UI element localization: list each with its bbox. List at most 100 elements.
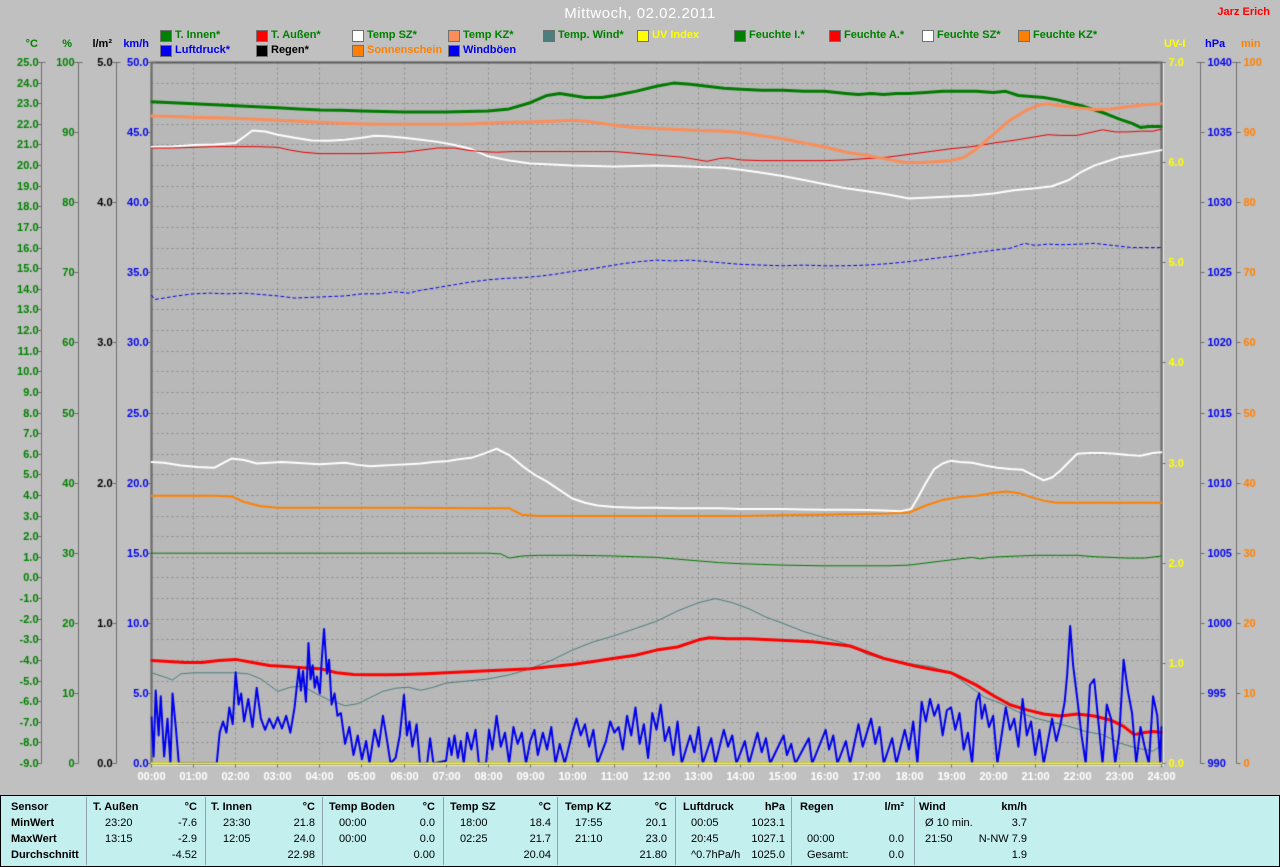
- axis-header-pct: %: [62, 38, 72, 50]
- table-cell: T. Innen: [211, 801, 252, 813]
- table-column-separator: [322, 797, 323, 865]
- axis-header-kmh: km/h: [123, 38, 149, 50]
- table-cell: Temp Boden: [329, 801, 395, 813]
- table-cell: 1.9: [1011, 849, 1027, 861]
- table-cell: Regen: [800, 801, 834, 813]
- legend-swatch-icon: [1018, 30, 1030, 42]
- table-cell: Wind: [919, 801, 946, 813]
- watermark-text: Jarz Erich: [1217, 6, 1270, 18]
- table-cell: 23:30: [223, 817, 251, 829]
- table-cell: 13:15: [105, 833, 133, 845]
- table-cell: 18.4: [529, 817, 551, 829]
- table-cell: 1027.1: [751, 833, 785, 845]
- legend-label: T. Außen*: [271, 29, 321, 41]
- legend-swatch-icon: [448, 45, 460, 57]
- legend-label: Luftdruck*: [175, 44, 230, 56]
- table-cell: 0.0: [419, 833, 435, 845]
- table-cell: 20:45: [691, 833, 719, 845]
- table-cell: Temp SZ: [450, 801, 496, 813]
- legend-label: Regen*: [271, 44, 309, 56]
- table-column-separator: [675, 797, 676, 865]
- legend-label: Temp SZ*: [367, 29, 417, 41]
- table-cell: 00:00: [339, 817, 367, 829]
- table-cell: 18:00: [460, 817, 488, 829]
- table-cell: 02:25: [460, 833, 488, 845]
- table-cell: Sensor: [11, 801, 49, 813]
- table-column-separator: [557, 797, 558, 865]
- table-cell: l/m²: [884, 801, 904, 813]
- table-cell: 0.0: [888, 833, 904, 845]
- legend-label: Temp. Wind*: [558, 29, 624, 41]
- legend-label: UV Index: [652, 29, 700, 41]
- axis-header-lm2: l/m²: [92, 38, 112, 50]
- table-cell: km/h: [1001, 801, 1027, 813]
- table-cell: Gesamt:: [807, 849, 849, 861]
- table-cell: 24.0: [293, 833, 315, 845]
- table-cell: -4.52: [171, 849, 197, 861]
- legend-swatch-icon: [922, 30, 934, 42]
- legend-label: Feuchte A.*: [844, 29, 905, 41]
- legend-swatch-icon: [256, 45, 268, 57]
- table-cell: 20.04: [523, 849, 551, 861]
- table-cell: 23.0: [645, 833, 667, 845]
- legend-label: Windböen: [463, 44, 517, 56]
- axis-header-min: min: [1241, 38, 1261, 50]
- legend-swatch-icon: [829, 30, 841, 42]
- legend-label: Feuchte SZ*: [937, 29, 1001, 41]
- table-column-separator: [914, 797, 915, 865]
- legend-swatch-icon: [256, 30, 268, 42]
- table-cell: N-NW 7.9: [978, 833, 1027, 845]
- weather-chart-canvas: [0, 0, 1280, 795]
- table-cell: 22.98: [287, 849, 315, 861]
- table-cell: °C: [184, 801, 197, 813]
- legend-label: Feuchte I.*: [749, 29, 805, 41]
- table-cell: 23:20: [105, 817, 133, 829]
- table-cell: 3.7: [1011, 817, 1027, 829]
- legend-label: Sonnenschein: [367, 44, 443, 56]
- table-cell: 00:05: [691, 817, 719, 829]
- table-column-separator: [791, 797, 792, 865]
- table-cell: 0.0: [888, 849, 904, 861]
- page-title: Mittwoch, 02.02.2011: [564, 5, 716, 22]
- table-cell: 21:50: [925, 833, 953, 845]
- table-column-separator: [86, 797, 87, 865]
- table-cell: MinWert: [11, 817, 55, 829]
- table-cell: 00:00: [339, 833, 367, 845]
- axis-header-uv: UV-I: [1164, 38, 1186, 50]
- table-cell: 1023.1: [751, 817, 785, 829]
- legend-label: T. Innen*: [175, 29, 221, 41]
- table-cell: 21:10: [575, 833, 603, 845]
- table-cell: 0.0: [419, 817, 435, 829]
- legend-label: Feuchte KZ*: [1033, 29, 1098, 41]
- table-cell: 20.1: [645, 817, 667, 829]
- table-cell: 0.00: [413, 849, 435, 861]
- table-cell: -7.6: [178, 817, 197, 829]
- table-cell: -2.9: [178, 833, 197, 845]
- table-cell: °C: [538, 801, 551, 813]
- legend-swatch-icon: [160, 45, 172, 57]
- legend-swatch-icon: [734, 30, 746, 42]
- legend-swatch-icon: [352, 45, 364, 57]
- table-column-separator: [205, 797, 206, 865]
- table-cell: ^0.7hPa/h: [691, 849, 741, 861]
- table-column-separator: [443, 797, 444, 865]
- legend-swatch-icon: [448, 30, 460, 42]
- legend-swatch-icon: [637, 30, 649, 42]
- table-cell: 21.8: [293, 817, 315, 829]
- sensor-stats-table: Sensor MinWert MaxWert Durchschnitt T. Außen…: [0, 795, 1280, 867]
- table-cell: 1025.0: [751, 849, 785, 861]
- table-cell: °C: [302, 801, 315, 813]
- table-cell: °C: [422, 801, 435, 813]
- legend-swatch-icon: [543, 30, 555, 42]
- table-cell: 12:05: [223, 833, 251, 845]
- table-cell: Temp KZ: [565, 801, 612, 813]
- table-cell: 17:55: [575, 817, 603, 829]
- table-cell: 00:00: [807, 833, 835, 845]
- table-cell: MaxWert: [11, 833, 57, 845]
- table-cell: Ø 10 min.: [925, 817, 973, 829]
- axis-header-degC: °C: [25, 38, 38, 50]
- table-cell: 21.80: [639, 849, 667, 861]
- table-cell: hPa: [764, 801, 785, 813]
- legend-label: Temp KZ*: [463, 29, 514, 41]
